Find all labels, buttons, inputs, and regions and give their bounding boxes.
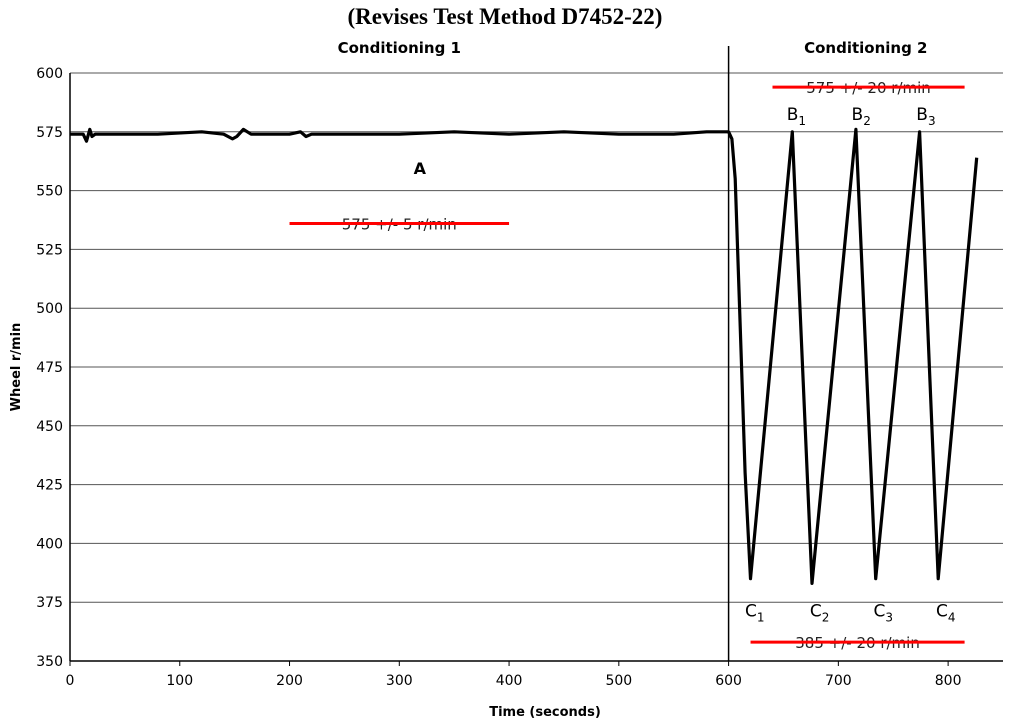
point-annotation: B2	[852, 105, 871, 128]
y-tick-label: 375	[36, 595, 63, 611]
x-tick-label: 100	[166, 673, 193, 689]
chart-title: (Revises Test Method D7452-22)	[347, 4, 663, 29]
gridlines	[70, 72, 1003, 662]
y-tick-label: 350	[36, 654, 63, 670]
y-tick-label: 425	[36, 478, 63, 494]
x-tick-label: 200	[276, 673, 303, 689]
series-line	[70, 127, 979, 586]
point-annotation: C1	[745, 601, 765, 624]
y-tick-label: 550	[36, 184, 63, 200]
y-tick-label: 575	[36, 125, 63, 141]
point-annotation: C3	[873, 601, 893, 624]
point-annotation: C2	[810, 601, 830, 624]
y-tick-label: 400	[36, 536, 63, 552]
y-tick-label: 500	[36, 301, 63, 317]
section-label: Conditioning 1	[338, 39, 461, 57]
y-tick-label: 600	[36, 66, 63, 82]
section-label: Conditioning 2	[804, 39, 927, 57]
y-tick-label: 525	[36, 242, 63, 258]
axes	[69, 46, 1003, 666]
point-annotation: B1	[787, 105, 806, 128]
y-axis-title: Wheel r/min	[9, 323, 24, 412]
x-tick-label: 600	[715, 673, 742, 689]
tolerance-bands: 575 +/- 5 r/min575 +/- 20 r/min385 +/- 2…	[289, 79, 965, 652]
x-tick-label: 800	[935, 673, 962, 689]
y-tick-label: 475	[36, 360, 63, 376]
point-annotation: A	[414, 159, 427, 178]
point-annotation: C4	[936, 601, 956, 624]
tick-labels: 350 375 400 425 450 475 500 525 550 575 600 0 100 200…	[36, 66, 961, 689]
x-axis-title: Time (seconds)	[489, 705, 601, 720]
y-tick-label: 450	[36, 419, 63, 435]
annotations: Conditioning 1 Conditioning 2 A B1 B2 B3 C1 C2 C…	[338, 39, 956, 624]
series-layer	[70, 127, 979, 586]
x-tick-label: 700	[825, 673, 852, 689]
point-annotation: B3	[916, 105, 935, 128]
x-tick-label: 400	[496, 673, 523, 689]
x-tick-label: 500	[605, 673, 632, 689]
x-tick-label: 0	[66, 673, 75, 689]
x-tick-label: 300	[386, 673, 413, 689]
